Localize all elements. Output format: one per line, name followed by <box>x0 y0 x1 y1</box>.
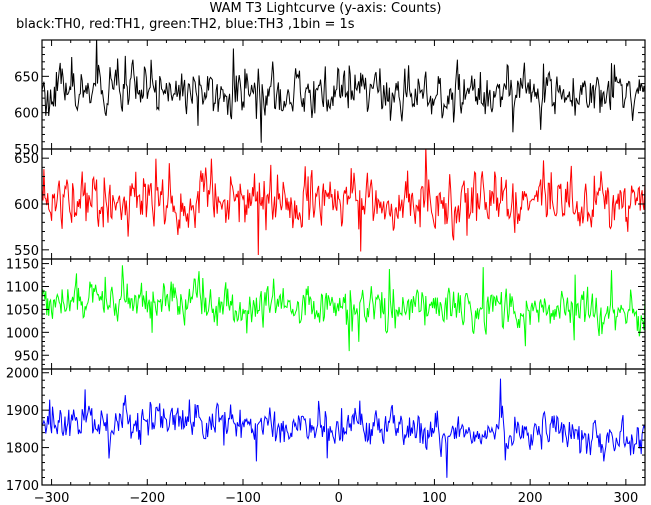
chart-subtitle: black:TH0, red:TH1, green:TH2, blue:TH3 … <box>16 17 355 32</box>
y-tick-label-th3: 1700 <box>6 479 39 494</box>
panel-th2: 950 1000 1050 1100 1150 <box>6 258 646 370</box>
y-tick-label-th3: 1800 <box>6 442 39 457</box>
series-th3 <box>42 378 645 478</box>
x-tick-label: −300 <box>34 491 70 505</box>
panel-frame-th0 <box>41 39 646 150</box>
y-tick-label-th0: 650 <box>14 70 39 85</box>
y-tick-label-th2: 1150 <box>6 258 39 273</box>
y-tick-label-th2: 950 <box>14 349 39 364</box>
x-tick-label: 100 <box>422 491 447 505</box>
y-tick-label-th1: 650 <box>14 152 39 167</box>
panel-th1: 550 600 650 <box>14 148 646 260</box>
x-tick-label: 200 <box>518 491 543 505</box>
panel-th0: 550 600 650 <box>14 39 646 158</box>
x-tick-label: 0 <box>335 491 343 505</box>
chart-panels: 5506006505506006509501000105011001150170… <box>6 39 646 494</box>
chart-title: WAM T3 Lightcurve (y-axis: Counts) <box>209 1 442 16</box>
y-tick-label-th2: 1050 <box>6 303 39 318</box>
y-tick-label-th2: 1100 <box>6 281 39 296</box>
y-tick-label-th0: 600 <box>14 107 39 122</box>
series-th2 <box>42 265 645 352</box>
y-tick-label-th1: 550 <box>14 244 39 259</box>
panel-th3: 1700 1800 1900 2000 <box>6 367 646 494</box>
x-tick-label: −100 <box>225 491 261 505</box>
y-tick-label-th2: 1000 <box>6 326 39 341</box>
series-th1 <box>42 149 645 256</box>
y-tick-label-th3: 1900 <box>6 404 39 419</box>
x-axis: −300 −200 −100 0 100 200 300 <box>34 491 639 505</box>
series-th0 <box>42 40 645 143</box>
panel-frame-th3 <box>41 368 646 486</box>
x-tick-label: −200 <box>129 491 165 505</box>
y-tick-label-th0: 550 <box>14 143 39 158</box>
x-tick-label: 300 <box>613 491 638 505</box>
y-tick-label-th1: 600 <box>14 198 39 213</box>
y-tick-label-th3: 2000 <box>6 367 39 382</box>
